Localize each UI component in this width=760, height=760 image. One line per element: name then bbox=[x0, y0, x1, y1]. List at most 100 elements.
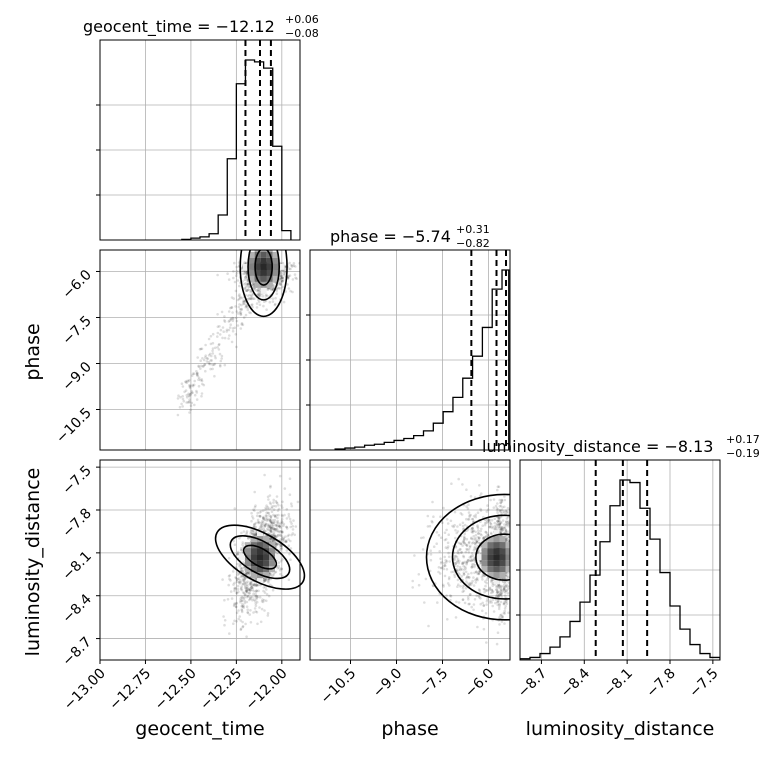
scatter-point bbox=[238, 564, 241, 568]
scatter-point bbox=[443, 574, 447, 578]
scatter-point bbox=[411, 579, 415, 583]
scatter-point bbox=[273, 535, 276, 538]
scatter-point bbox=[191, 383, 194, 387]
scatter-point bbox=[245, 586, 248, 590]
scatter-point bbox=[251, 297, 255, 301]
scatter-point bbox=[481, 609, 484, 613]
scatter-point bbox=[496, 589, 499, 593]
scatter-point bbox=[246, 608, 249, 611]
scatter-point bbox=[231, 311, 234, 314]
scatter-point bbox=[448, 560, 452, 563]
scatter-point bbox=[498, 602, 501, 606]
scatter-point bbox=[268, 514, 271, 517]
xtick-label-geocent_time: −12.25 bbox=[197, 666, 245, 714]
scatter-point bbox=[483, 590, 486, 594]
scatter-point bbox=[271, 519, 275, 522]
scatter-point bbox=[254, 610, 257, 613]
scatter-point bbox=[255, 514, 259, 518]
scatter-point bbox=[270, 521, 274, 525]
scatter-point bbox=[512, 578, 515, 581]
scatter-point bbox=[243, 577, 247, 580]
scatter-point bbox=[272, 501, 275, 504]
scatter-point bbox=[233, 586, 237, 590]
scatter-point bbox=[485, 589, 488, 592]
scatter-point bbox=[279, 547, 283, 551]
scatter-point bbox=[289, 289, 292, 293]
scatter-point bbox=[445, 594, 448, 597]
scatter-point bbox=[245, 277, 249, 281]
scatter-point bbox=[250, 532, 254, 535]
scatter-point bbox=[463, 532, 467, 536]
scatter-point bbox=[189, 404, 193, 408]
scatter-point bbox=[281, 279, 284, 283]
scatter-point bbox=[257, 294, 261, 298]
scatter-point bbox=[271, 521, 274, 525]
scatter-point bbox=[236, 298, 240, 302]
scatter-point bbox=[254, 532, 258, 536]
scatter-point bbox=[282, 272, 285, 275]
scatter-point bbox=[467, 602, 471, 606]
scatter-point bbox=[252, 284, 255, 287]
scatter-point bbox=[439, 561, 443, 565]
scatter-point bbox=[245, 635, 248, 638]
scatter-point bbox=[206, 357, 210, 361]
scatter-point bbox=[477, 594, 481, 598]
scatter-point bbox=[499, 528, 503, 531]
scatter-point bbox=[244, 289, 248, 293]
scatter-point bbox=[249, 294, 253, 298]
scatter-point bbox=[247, 537, 250, 540]
scatter-point bbox=[240, 322, 244, 325]
scatter-point bbox=[248, 588, 252, 592]
scatter-point bbox=[461, 561, 465, 564]
scatter-point bbox=[187, 394, 191, 397]
scatter-point bbox=[453, 556, 456, 560]
scatter-point bbox=[496, 502, 499, 505]
scatter-point bbox=[246, 586, 249, 590]
scatter-point bbox=[454, 529, 457, 532]
scatter-point bbox=[268, 501, 272, 504]
scatter-point bbox=[435, 531, 439, 534]
density-cell bbox=[493, 554, 500, 561]
scatter-point bbox=[465, 537, 469, 541]
scatter-point bbox=[262, 517, 265, 520]
scatter-point bbox=[251, 598, 254, 602]
scatter-point bbox=[240, 588, 244, 592]
scatter-point bbox=[481, 601, 485, 605]
scatter-point bbox=[266, 612, 270, 615]
scatter-point bbox=[191, 384, 195, 388]
scatter-point bbox=[276, 542, 279, 545]
scatter-point bbox=[253, 509, 256, 512]
scatter-point bbox=[279, 544, 282, 547]
scatter-point bbox=[488, 601, 492, 604]
scatter-point bbox=[270, 520, 273, 523]
scatter-point bbox=[247, 588, 251, 591]
scatter-point bbox=[219, 359, 223, 363]
scatter-point bbox=[274, 535, 277, 538]
scatter-point bbox=[280, 276, 284, 280]
scatter-point bbox=[223, 319, 226, 322]
scatter-point bbox=[515, 562, 518, 565]
density-cell bbox=[260, 251, 267, 258]
scatter-point bbox=[444, 561, 448, 564]
scatter-point bbox=[456, 585, 459, 588]
scatter-point bbox=[276, 509, 280, 512]
scatter-point bbox=[490, 518, 494, 522]
scatter-point bbox=[270, 523, 273, 527]
scatter-point bbox=[287, 515, 291, 518]
scatter-point bbox=[426, 525, 430, 528]
scatter-point bbox=[243, 571, 246, 575]
scatter-point bbox=[432, 545, 436, 548]
scatter-point bbox=[269, 486, 272, 489]
scatter-point bbox=[481, 536, 485, 540]
scatter-point bbox=[282, 273, 286, 277]
density-cell bbox=[487, 560, 494, 567]
scatter-point bbox=[234, 576, 238, 580]
scatter-point bbox=[461, 524, 465, 528]
scatter-point bbox=[502, 602, 506, 606]
scatter-point bbox=[181, 397, 185, 401]
scatter-point bbox=[252, 583, 256, 586]
scatter-point bbox=[238, 615, 242, 618]
scatter-point bbox=[246, 308, 250, 312]
scatter-point bbox=[276, 516, 279, 520]
scatter-point bbox=[474, 515, 478, 519]
